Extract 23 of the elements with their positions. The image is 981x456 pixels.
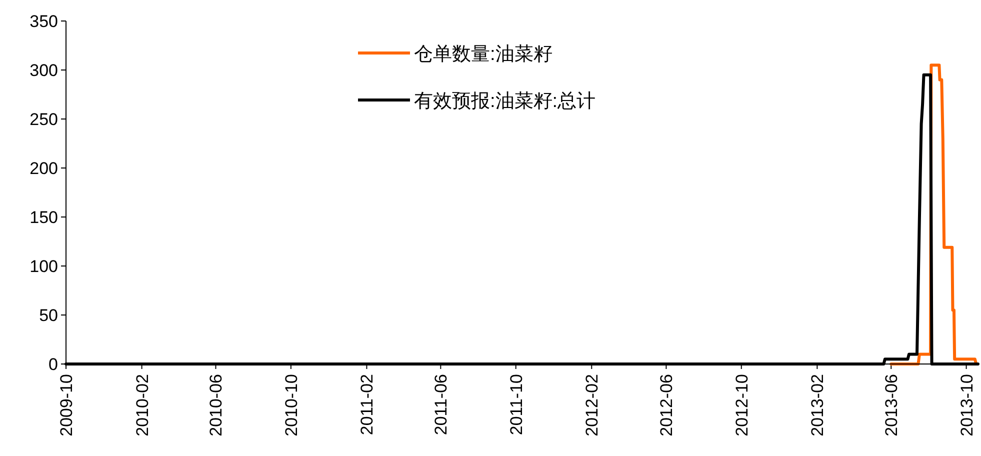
y-tick-label: 100: [30, 257, 58, 276]
y-tick-label: 150: [30, 208, 58, 227]
x-tick-label: 2013-02: [808, 374, 828, 436]
y-tick-label: 250: [30, 110, 58, 129]
y-tick-label: 200: [30, 159, 58, 178]
x-tick-label: 2013-10: [957, 374, 976, 436]
x-tick-label: 2011-06: [432, 374, 451, 436]
x-tick-label: 2011-02: [358, 374, 377, 436]
x-tick-label: 2011-10: [506, 374, 526, 436]
x-tick-label: 2012-10: [732, 374, 752, 436]
y-tick-label: 350: [30, 12, 58, 31]
x-tick-label: 2010-06: [206, 374, 226, 436]
x-tick-label: 2010-02: [132, 374, 152, 436]
y-tick-label: 300: [30, 61, 58, 80]
legend-label: 仓单数量:油菜籽: [414, 44, 552, 65]
x-tick-label: 2012-02: [582, 374, 602, 436]
x-tick-label: 2010-10: [282, 374, 301, 436]
legend-label: 有效预报:油菜籽:总计: [414, 91, 596, 112]
y-tick-label: 50: [39, 306, 58, 325]
x-tick-label: 2013-06: [882, 374, 902, 436]
x-tick-label: 2009-10: [57, 374, 76, 436]
y-tick-label: 0: [48, 355, 58, 374]
x-tick-label: 2012-06: [657, 374, 676, 436]
